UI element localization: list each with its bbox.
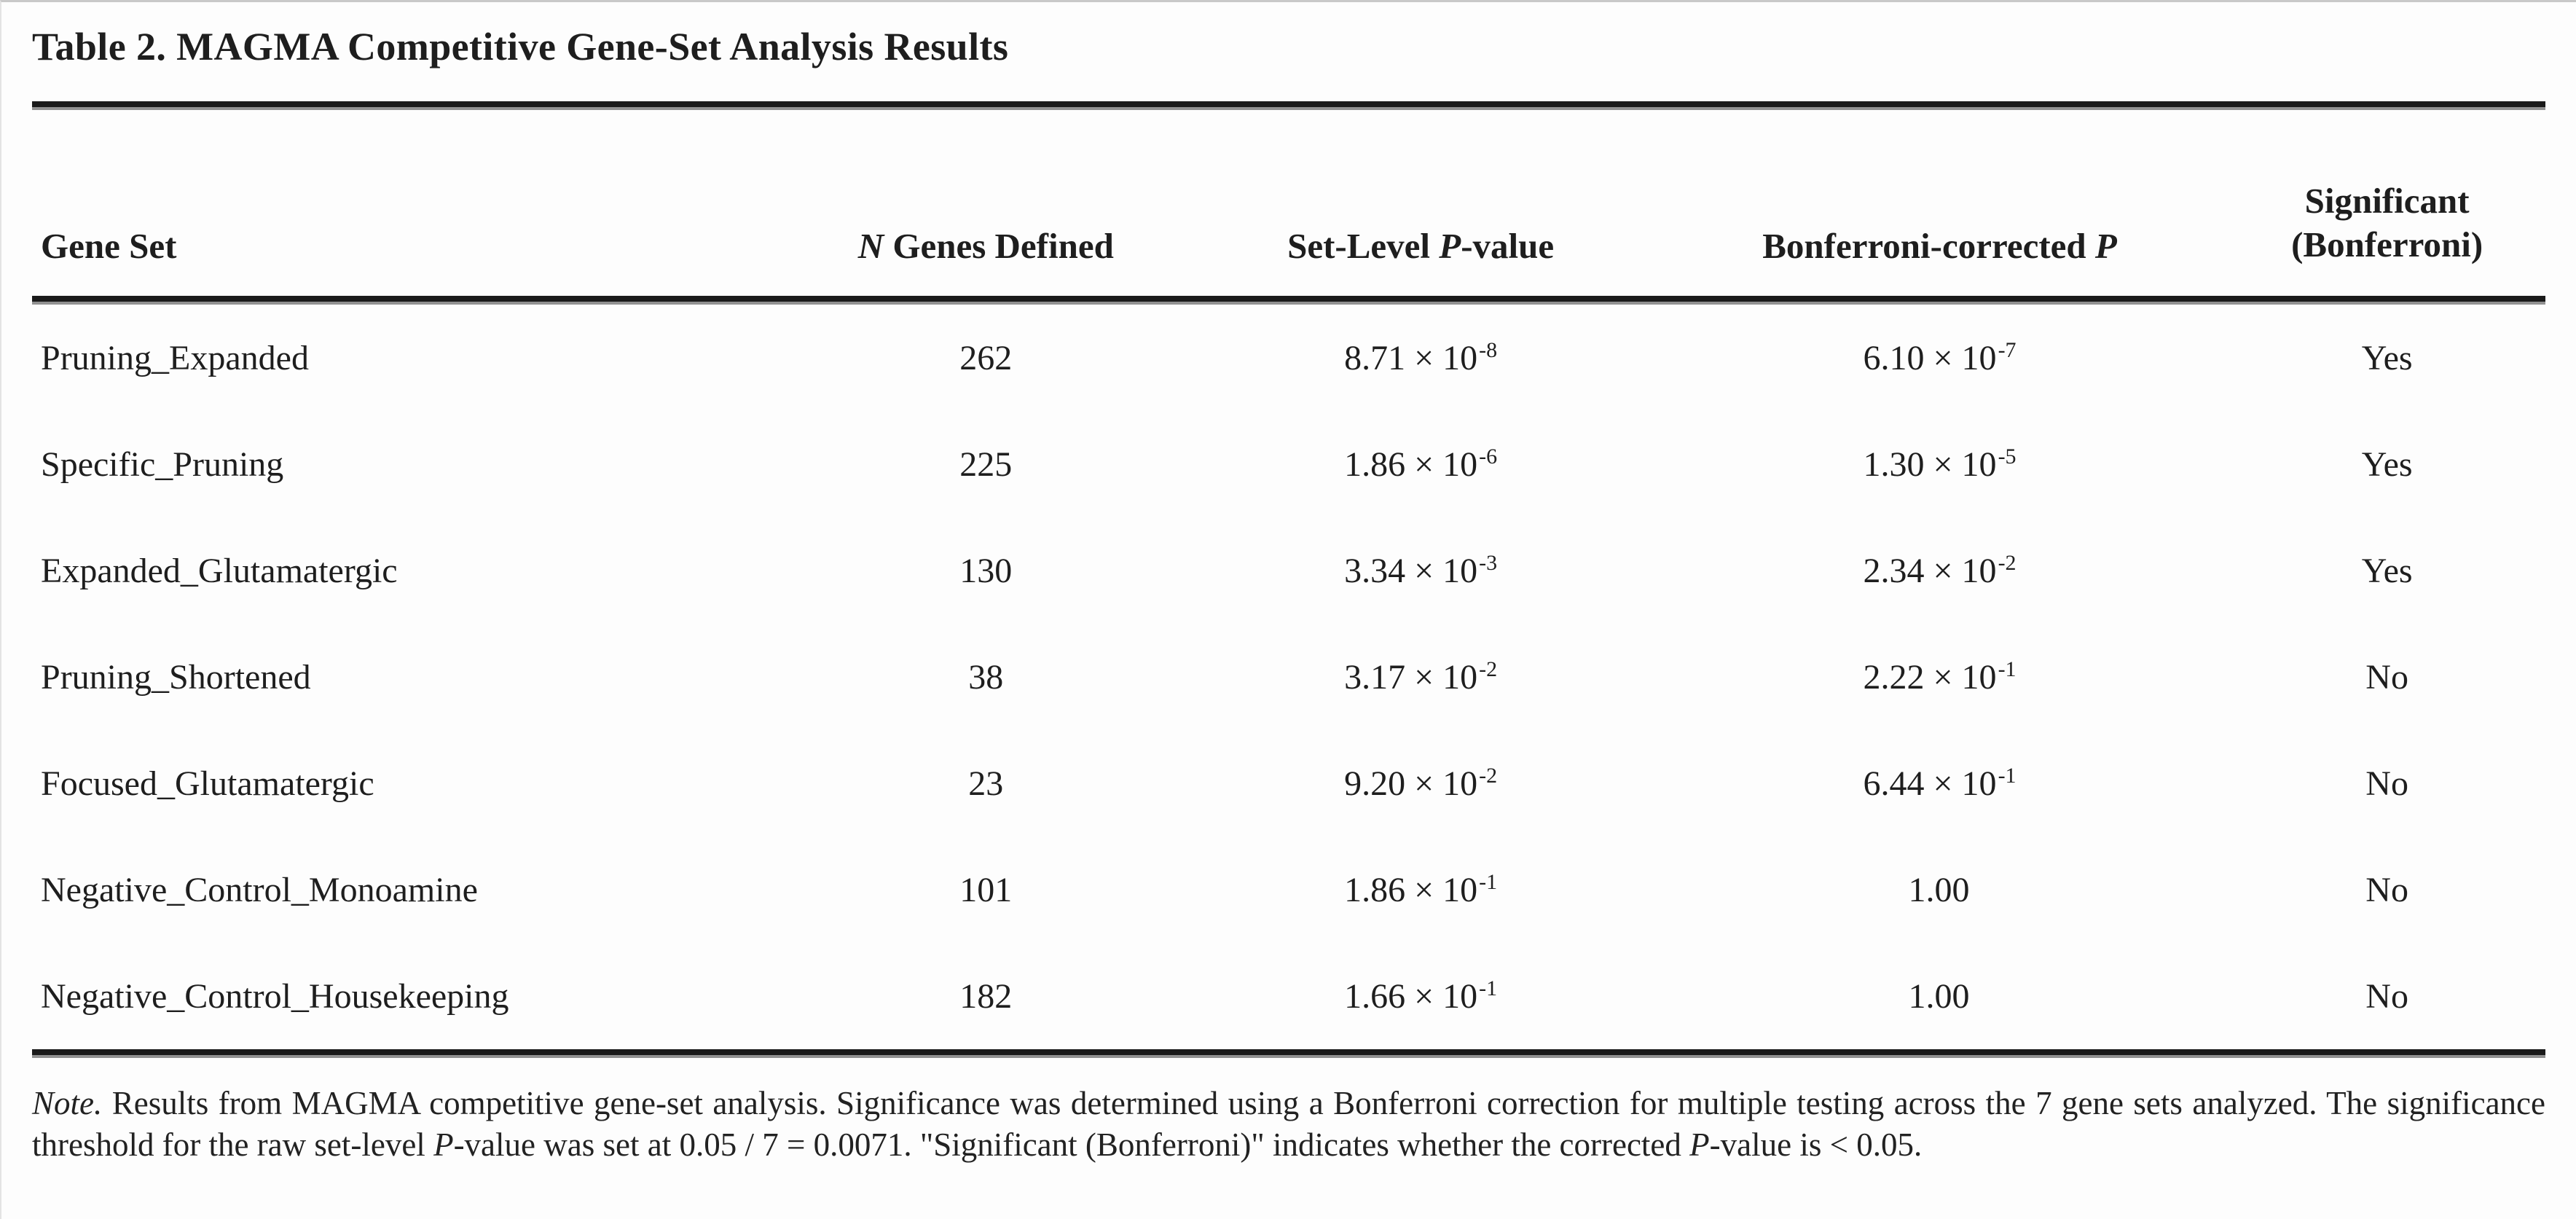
header-significant: Significant (Bonferroni) [2291, 181, 2483, 265]
n-genes-cell: 23 [968, 764, 1004, 803]
n-genes-cell: 182 [959, 976, 1013, 1016]
note-label: Note. [32, 1085, 103, 1121]
header-gene-set: Gene Set [41, 226, 177, 266]
set-p-cell: 1.86 × 10-1 [1344, 869, 1498, 909]
significant-cell: No [2365, 764, 2408, 803]
table-row: Pruning_Shortened 38 3.17 × 10-2 2.22 × … [32, 624, 2545, 730]
bonferroni-p-cell: 6.10 × 10-7 [1863, 337, 2017, 377]
gene-set-cell: Expanded_Glutamatergic [41, 551, 398, 590]
table-row: Expanded_Glutamatergic 130 3.34 × 10-3 2… [32, 517, 2545, 624]
table-note: Note. Results from MAGMA competitive gen… [32, 1085, 2545, 1163]
gene-set-cell: Negative_Control_Housekeeping [41, 976, 509, 1016]
bonferroni-p-cell: 6.44 × 10-1 [1863, 763, 2017, 803]
n-genes-cell: 225 [959, 444, 1013, 484]
significant-cell: No [2365, 976, 2408, 1016]
gene-set-cell: Specific_Pruning [41, 444, 284, 484]
header-n-genes: N Genes Defined [857, 226, 1114, 266]
table-row: Negative_Control_Housekeeping 182 1.66 ×… [32, 943, 2545, 1049]
n-genes-cell: 130 [959, 551, 1013, 590]
gene-set-cell: Negative_Control_Monoamine [41, 870, 478, 909]
table-header: Gene Set N Genes Defined Set-Level P-val… [32, 110, 2545, 296]
n-genes-cell: 38 [968, 657, 1004, 697]
table-title: Table 2. MAGMA Competitive Gene-Set Anal… [32, 25, 1009, 68]
table-row: Specific_Pruning 225 1.86 × 10-6 1.30 × … [32, 411, 2545, 517]
gene-set-cell: Pruning_Expanded [41, 338, 309, 377]
table-top-rule [32, 101, 2545, 110]
bonferroni-p-cell: 1.00 [1908, 976, 1970, 1016]
n-genes-cell: 262 [959, 338, 1013, 377]
header-separator-rule [32, 296, 2545, 305]
set-p-cell: 1.66 × 10-1 [1344, 976, 1498, 1016]
significant-cell: No [2365, 657, 2408, 697]
n-genes-cell: 101 [959, 870, 1013, 909]
header-set-p-value: Set-Level P-value [1287, 226, 1555, 266]
bonferroni-p-cell: 2.22 × 10-1 [1863, 656, 2017, 697]
significant-cell: No [2365, 870, 2408, 909]
bonferroni-p-cell: 2.34 × 10-2 [1863, 550, 2017, 590]
table-bottom-rule [32, 1049, 2545, 1058]
table-row: Pruning_Expanded 262 8.71 × 10-8 6.10 × … [32, 305, 2545, 411]
significant-cell: Yes [2361, 444, 2413, 484]
bonferroni-p-cell: 1.30 × 10-5 [1863, 444, 2017, 484]
set-p-cell: 3.17 × 10-2 [1344, 656, 1498, 697]
table-body: Pruning_Expanded 262 8.71 × 10-8 6.10 × … [32, 305, 2545, 1049]
table-row: Negative_Control_Monoamine 101 1.86 × 10… [32, 836, 2545, 943]
significant-cell: Yes [2361, 551, 2413, 590]
set-p-cell: 3.34 × 10-3 [1344, 550, 1498, 590]
set-p-cell: 9.20 × 10-2 [1344, 763, 1498, 803]
gene-set-cell: Pruning_Shortened [41, 657, 311, 697]
header-bonferroni-p: Bonferroni-corrected P [1762, 226, 2117, 266]
set-p-cell: 1.86 × 10-6 [1344, 444, 1498, 484]
bonferroni-p-cell: 1.00 [1908, 870, 1970, 909]
set-p-cell: 8.71 × 10-8 [1344, 337, 1498, 377]
significant-cell: Yes [2361, 338, 2413, 377]
gene-set-cell: Focused_Glutamatergic [41, 764, 374, 803]
table-row: Focused_Glutamatergic 23 9.20 × 10-2 6.4… [32, 730, 2545, 836]
